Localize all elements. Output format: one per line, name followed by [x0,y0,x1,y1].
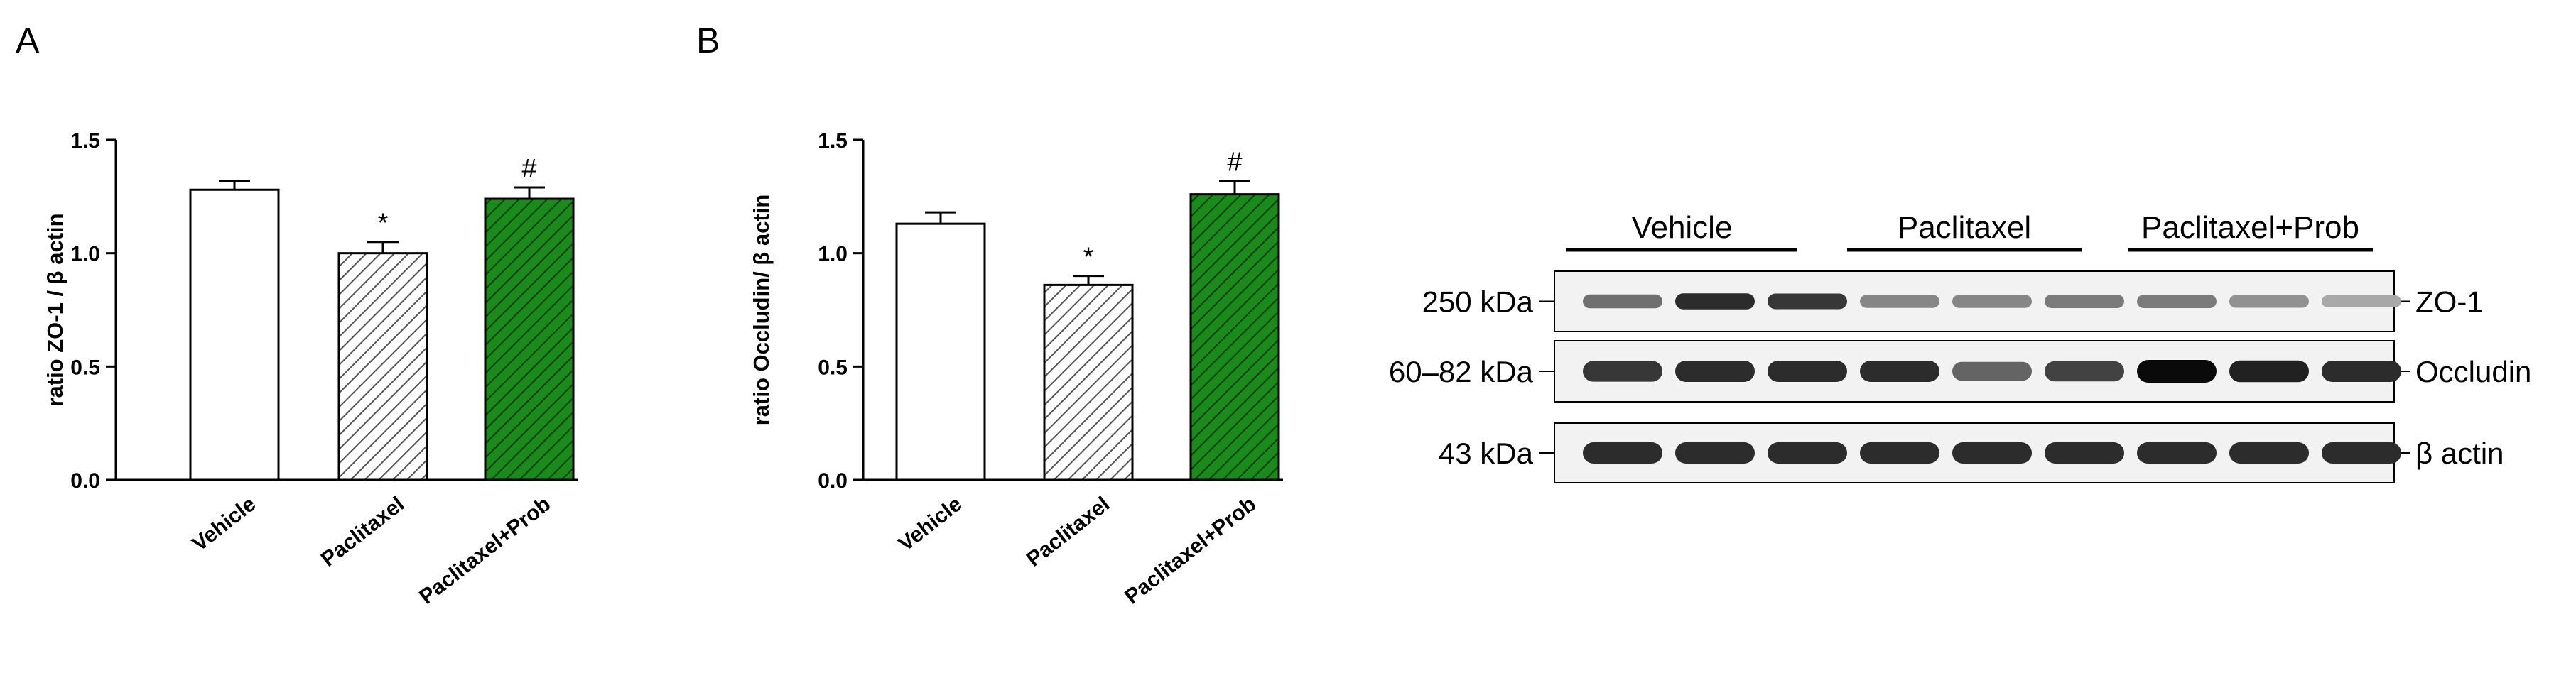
blot-group-label: Paclitaxel+Prob [2141,210,2359,245]
bar-vehicle [895,222,986,481]
blot-band [1583,442,1662,464]
blot-band [1860,442,1939,464]
western-blot-panel: Vehicle Paclitaxel Paclitaxel+Prob 250 kDa Z… [1389,210,2531,483]
y-tick-label: 0.0 [70,469,100,493]
blot-band [2045,295,2124,308]
blot-band [2229,442,2309,464]
bar-paclitaxel [337,252,428,481]
blot-band [1675,442,1755,464]
blot-band [1768,442,1847,464]
significance-star: * [1083,243,1094,273]
blot-band [1952,442,2032,464]
molecular-weight-label: 250 kDa [1422,285,1534,319]
blot-band [1583,361,1662,382]
y-tick-label: 1.0 [818,243,848,266]
blot-band [1675,361,1755,382]
y-tick-label: 0.5 [818,356,848,379]
molecular-weight-label: 60–82 kDa [1389,355,1534,388]
blot-band [2137,442,2217,464]
y-axis-label: ratio Occludin/ β actin [749,195,774,426]
protein-label: ZO-1 [2415,285,2484,319]
significance-star: * [378,209,389,239]
y-tick-label: 1.0 [70,243,100,266]
x-tick-label: Vehicle [894,493,967,557]
panel-label-a: A [16,21,40,60]
blot-band [2229,360,2309,383]
y-tick-label: 1.5 [70,129,100,153]
x-tick-label: Paclitaxel+Prob [1120,493,1260,609]
y-tick-label: 1.5 [818,129,848,153]
blot-band [1768,293,1847,310]
blot-band [1952,361,2032,381]
y-tick-label: 0.5 [70,356,100,379]
blot-band [1860,295,1939,308]
blot-band [1860,361,1939,382]
blot-band [2137,360,2217,383]
blot-band [1952,295,2032,308]
chart-panel-b: 0.0 0.5 1.0 1.5 ratio Occludin/ β actin Vehic… [749,129,1283,609]
blot-band [2322,295,2401,307]
bar-paclitaxel-prob [484,197,575,481]
chart-panel-a: 0.0 0.5 1.0 1.5 ratio ZO-1 / β actin Vehicle *… [43,129,578,609]
blot-band [2045,361,2124,382]
blot-band [2137,295,2217,308]
blot-band [2322,442,2401,464]
y-axis-label: ratio ZO-1 / β actin [43,213,67,406]
x-tick-label: Paclitaxel [317,493,408,571]
significance-hash: # [1227,147,1242,177]
x-tick-label: Vehicle [188,493,261,557]
panel-label-b: B [696,21,720,60]
bar-paclitaxel [1043,283,1134,481]
blot-band [2045,442,2124,464]
blot-group-label: Paclitaxel [1898,210,2031,245]
blot-band [2229,295,2309,308]
protein-label: β actin [2415,437,2504,470]
blot-group-label: Vehicle [1632,210,1733,245]
molecular-weight-label: 43 kDa [1439,437,1534,470]
y-tick-label: 0.0 [818,469,848,493]
x-tick-label: Paclitaxel [1022,493,1114,571]
blot-band [2322,361,2401,382]
bar-paclitaxel-prob [1189,193,1280,481]
protein-label: Occludin [2415,355,2531,388]
blot-band [1583,294,1662,309]
bar-vehicle [189,188,280,481]
blot-band [1675,293,1755,310]
significance-hash: # [521,154,536,184]
blot-band [1768,361,1847,382]
x-tick-label: Paclitaxel+Prob [415,493,555,609]
